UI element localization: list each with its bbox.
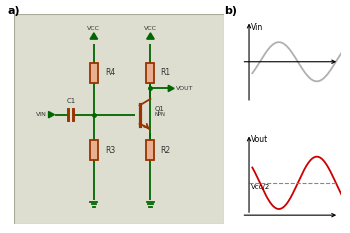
Text: R3: R3 (105, 146, 116, 155)
FancyBboxPatch shape (146, 63, 154, 83)
Text: VOUT: VOUT (176, 86, 194, 91)
Text: R4: R4 (105, 68, 116, 77)
Polygon shape (49, 111, 54, 118)
Text: VCC: VCC (144, 26, 157, 31)
Text: VCC: VCC (88, 26, 100, 31)
Polygon shape (90, 33, 98, 39)
Text: C1: C1 (66, 98, 75, 104)
Polygon shape (147, 33, 154, 39)
FancyBboxPatch shape (90, 63, 98, 83)
Polygon shape (168, 85, 174, 92)
Text: VIN: VIN (36, 112, 47, 117)
Text: R1: R1 (160, 68, 170, 77)
FancyBboxPatch shape (146, 140, 154, 160)
Text: Vcc/2: Vcc/2 (251, 184, 271, 190)
Text: Vin: Vin (251, 23, 264, 31)
Text: a): a) (7, 6, 20, 16)
Text: b): b) (224, 6, 237, 16)
FancyBboxPatch shape (90, 140, 98, 160)
Text: R2: R2 (160, 146, 170, 155)
Text: Vout: Vout (251, 135, 268, 144)
Text: Q1: Q1 (154, 106, 164, 112)
Text: NPN: NPN (154, 112, 165, 117)
